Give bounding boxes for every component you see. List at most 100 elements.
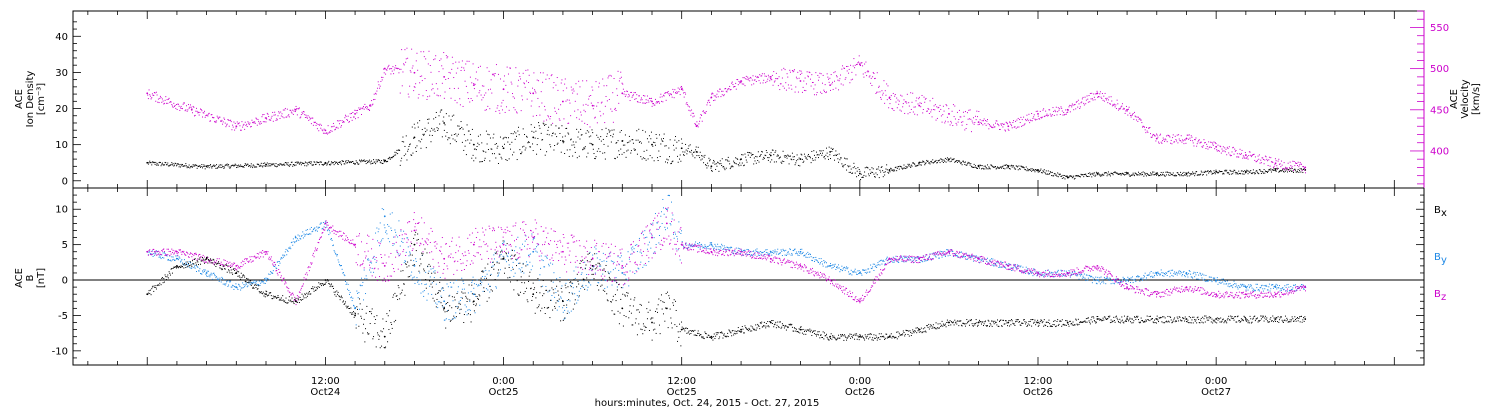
by-series-dot: [824, 262, 825, 263]
velocity-series-dot: [495, 73, 496, 74]
velocity-series-dot: [459, 62, 460, 63]
by-series-dot: [204, 271, 205, 272]
velocity-series-dot: [678, 88, 679, 89]
by-series-dot: [497, 276, 498, 277]
density-series-dot: [1196, 171, 1197, 172]
density-series-dot: [1236, 173, 1237, 174]
by-series-dot: [519, 268, 520, 269]
density-series-dot: [227, 164, 228, 165]
velocity-series-dot: [416, 60, 417, 61]
velocity-series-dot: [803, 87, 804, 88]
density-series-dot: [1039, 171, 1040, 172]
density-series-dot: [585, 146, 586, 147]
velocity-series-dot: [475, 78, 476, 79]
density-series-dot: [263, 163, 264, 164]
by-series-dot: [175, 255, 176, 256]
by-series-point: [206, 272, 208, 274]
density-series-dot: [273, 163, 274, 164]
density-series-dot: [914, 164, 915, 165]
by-series-dot: [299, 236, 300, 237]
velocity-series-dot: [376, 91, 377, 92]
by-series-dot: [860, 272, 861, 273]
density-series-dot: [149, 162, 150, 163]
velocity-series-dot: [1191, 135, 1192, 136]
by-series-dot: [857, 274, 858, 275]
density-series-dot: [727, 160, 728, 161]
density-series-dot: [658, 151, 659, 152]
by-series-point: [532, 251, 534, 253]
velocity-series-dot: [1110, 104, 1111, 105]
density-series-dot: [987, 164, 988, 165]
density-series-dot: [792, 153, 793, 154]
velocity-series-dot: [962, 125, 963, 126]
density-series-dot: [825, 155, 826, 156]
velocity-series-dot: [534, 89, 535, 90]
velocity-series-dot: [476, 72, 477, 73]
density-series-dot: [540, 149, 541, 150]
density-series-dot: [592, 129, 593, 130]
density-series-dot: [467, 124, 468, 125]
density-series-dot: [397, 153, 398, 154]
velocity-series-dot: [161, 97, 162, 98]
velocity-series-dot: [1242, 158, 1243, 159]
density-series-dot: [451, 119, 452, 120]
density-series-dot: [755, 160, 756, 161]
velocity-series-dot: [934, 105, 935, 106]
by-series-dot: [241, 288, 242, 289]
density-series-dot: [692, 155, 693, 156]
velocity-series-dot: [901, 111, 902, 112]
velocity-series-point: [532, 92, 534, 94]
density-series-dot: [859, 171, 860, 172]
by-series-dot: [510, 256, 511, 257]
velocity-series-dot: [716, 97, 717, 98]
velocity-series-dot: [694, 116, 695, 117]
density-series-dot: [401, 158, 402, 159]
by-series-dot: [704, 247, 705, 248]
by-series-dot: [404, 262, 405, 263]
by-series-dot: [586, 274, 587, 275]
density-series-dot: [343, 161, 344, 162]
velocity-series-dot: [1013, 120, 1014, 121]
by-series-dot: [835, 269, 836, 270]
velocity-series-dot: [155, 92, 156, 93]
density-series-dot: [950, 161, 951, 162]
by-series-dot: [221, 277, 222, 278]
by-series-dot: [161, 258, 162, 259]
by-series-dot: [469, 301, 470, 302]
velocity-series-dot: [1250, 152, 1251, 153]
velocity-series-dot: [969, 118, 970, 119]
density-series-dot: [637, 154, 638, 155]
density-series-dot: [1145, 173, 1146, 174]
density-series-dot: [1120, 173, 1121, 174]
velocity-series-dot: [434, 93, 435, 94]
velocity-series-dot: [640, 102, 641, 103]
by-series-dot: [189, 261, 190, 262]
density-series-dot: [729, 163, 730, 164]
by-series-dot: [697, 243, 698, 244]
by-series-dot: [614, 281, 615, 282]
velocity-series-dot: [843, 84, 844, 85]
density-series-dot: [326, 165, 327, 166]
velocity-series-dot: [310, 119, 311, 120]
by-series-dot: [289, 248, 290, 249]
velocity-series-dot: [339, 123, 340, 124]
density-series-dot: [371, 161, 372, 162]
velocity-series-dot: [693, 113, 694, 114]
velocity-series-dot: [932, 116, 933, 117]
velocity-series-dot: [235, 128, 236, 129]
velocity-series-dot: [426, 99, 427, 100]
density-series-dot: [497, 146, 498, 147]
density-series-dot: [984, 168, 985, 169]
by-series-dot: [780, 252, 781, 253]
velocity-series-dot: [706, 111, 707, 112]
density-series-dot: [1234, 170, 1235, 171]
by-series-dot: [451, 287, 452, 288]
velocity-series-dot: [1085, 103, 1086, 104]
velocity-series-dot: [741, 81, 742, 82]
velocity-series-dot: [912, 102, 913, 103]
density-series-dot: [480, 134, 481, 135]
density-series-dot: [1248, 171, 1249, 172]
velocity-series-dot: [418, 97, 419, 98]
density-series-dot: [495, 144, 496, 145]
velocity-series-dot: [1225, 151, 1226, 152]
